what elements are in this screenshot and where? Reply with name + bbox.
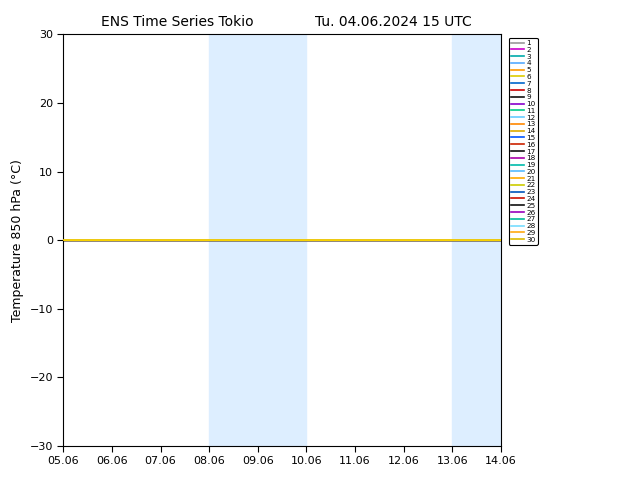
- Bar: [452, 34, 501, 446]
- Bar: [209, 34, 258, 446]
- Y-axis label: Temperature 850 hPa (°C): Temperature 850 hPa (°C): [11, 159, 24, 321]
- Bar: [258, 34, 306, 446]
- Text: ENS Time Series Tokio: ENS Time Series Tokio: [101, 15, 254, 29]
- Bar: [501, 34, 525, 446]
- Legend: 1, 2, 3, 4, 5, 6, 7, 8, 9, 10, 11, 12, 13, 14, 15, 16, 17, 18, 19, 20, 21, 22, 2: 1, 2, 3, 4, 5, 6, 7, 8, 9, 10, 11, 12, 1…: [509, 38, 538, 245]
- Text: Tu. 04.06.2024 15 UTC: Tu. 04.06.2024 15 UTC: [314, 15, 472, 29]
